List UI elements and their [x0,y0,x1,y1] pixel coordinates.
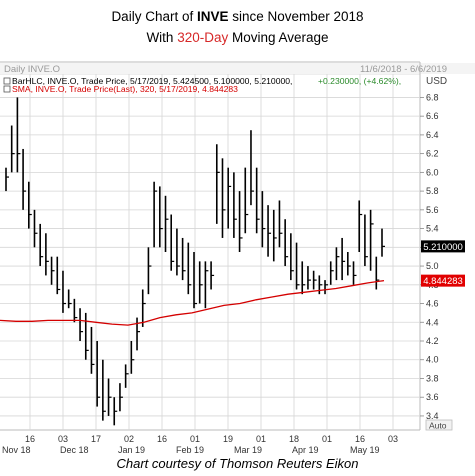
ticker-symbol: INVE [196,9,229,24]
legend: BarHLC, INVE.O, Trade Price, 5/17/2019, … [3,76,401,94]
y-tick-label-5: 4.4 [426,317,439,327]
x-tick-label-1: 03 [58,434,68,444]
sma-price-box [421,274,465,287]
y-tick-label-10: 5.4 [426,224,439,234]
last-price-label: 5.210000 [423,242,463,253]
y-tick-label-1: 3.6 [426,392,439,402]
y-tick-labels: 3.43.63.84.04.24.44.64.85.05.25.45.65.86… [420,92,439,421]
y-tick-label-12: 5.8 [426,186,439,196]
last-price-box [421,240,465,253]
x-tick-label-0: 16 [25,434,35,444]
legend-sma-icon [3,85,11,93]
currency-label: USD [426,76,447,87]
x-tick-label-3: 02 [124,434,134,444]
y-tick-label-4: 4.2 [426,336,439,346]
chart-title: Daily Chart of INVE since November 2018 [111,9,364,24]
x-tick-label-5: 01 [190,434,200,444]
y-tick-label-2: 3.8 [426,373,439,383]
panel-header-bar [0,63,475,74]
x-month-label-4: Mar 19 [234,445,262,455]
y-tick-label-11: 5.6 [426,205,439,215]
x-month-label-0: Nov 18 [2,445,31,455]
legend-bar-change: +0.230000, (+4.62%), [318,76,401,86]
grid [0,74,420,430]
x-month-label-3: Feb 19 [176,445,204,455]
x-month-label-6: May 19 [350,445,380,455]
y-tick-label-0: 3.4 [426,411,439,421]
x-tick-label-7: 01 [256,434,266,444]
sma-line [0,279,385,326]
y-tick-label-8: 5.0 [426,261,439,271]
price-bars [5,97,385,426]
y-tick-label-6: 4.6 [426,299,439,309]
legend-bar-icon [3,77,11,85]
subtitle-highlight: 320-Day [177,30,229,45]
date-range: 11/6/2018 - 6/6/2019 [360,64,447,75]
auto-scale-label: Auto [429,421,447,431]
x-month-label-2: Jan 19 [118,445,145,455]
x-tick-label-4: 16 [157,434,167,444]
sma-price-label: 4.844283 [423,276,463,287]
x-month-label-1: Dec 18 [60,445,89,455]
x-tick-label-9: 01 [322,434,332,444]
chart-credit: Chart courtesy of Thomson Reuters Eikon [116,456,359,471]
legend-bar-text: BarHLC, INVE.O, Trade Price, 5/17/2019, … [12,76,292,86]
legend-sma-text: SMA, INVE.O, Trade Price(Last), 320, 5/1… [12,84,238,94]
y-tick-label-13: 6.0 [426,167,439,177]
auto-scale-button[interactable] [425,419,453,431]
x-tick-labels: 16 03 17 02 16 01 19 01 18 01 16 03 Nov 18 Dec 18 Jan … [2,434,398,455]
x-tick-label-2: 17 [91,434,101,444]
y-tick-label-17: 6.8 [426,92,439,102]
y-tick-label-15: 6.4 [426,130,439,140]
x-tick-label-10: 16 [355,434,365,444]
x-month-label-5: Apr 19 [292,445,319,455]
x-tick-label-11: 03 [388,434,398,444]
chart-subtitle: With 320-Day Moving Average [146,30,329,45]
x-tick-label-6: 19 [223,434,233,444]
y-tick-label-16: 6.6 [426,111,439,121]
panel-name: Daily INVE.O [4,64,60,75]
y-tick-label-14: 6.2 [426,149,439,159]
y-tick-label-3: 4.0 [426,355,439,365]
x-tick-label-8: 18 [289,434,299,444]
